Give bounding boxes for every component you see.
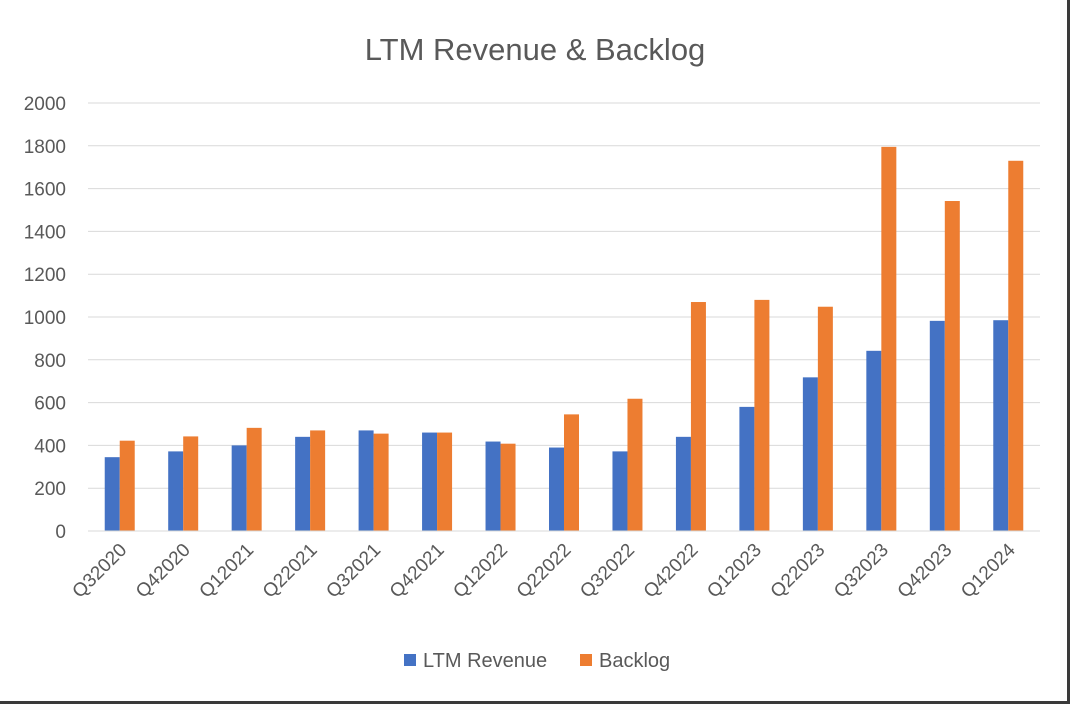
x-tick-label: Q12022 bbox=[449, 540, 512, 603]
legend-swatch-backlog bbox=[580, 654, 592, 666]
x-axis-ticks: Q32020 Q42020 Q12021 Q22021 Q32021 Q42021 Q120… bbox=[69, 539, 1020, 602]
ltm-revenue-bar bbox=[485, 441, 501, 531]
backlog-bar bbox=[373, 433, 389, 531]
ltm-revenue-bar bbox=[295, 436, 311, 531]
y-tick-label: 400 bbox=[34, 436, 66, 457]
ltm-revenue-bar bbox=[739, 406, 755, 531]
y-axis-ticks: 0 200 400 600 800 1000 1200 1400 1600 1800 2000 bbox=[24, 94, 66, 543]
ltm-revenue-bar bbox=[866, 350, 882, 531]
bars bbox=[104, 146, 1024, 531]
x-tick-label: Q12024 bbox=[957, 539, 1020, 602]
backlog-bar bbox=[183, 436, 199, 531]
x-tick-label: Q32022 bbox=[576, 540, 639, 603]
backlog-bar bbox=[500, 443, 516, 531]
backlog-bar bbox=[310, 430, 326, 531]
ltm-revenue-bar bbox=[802, 377, 818, 531]
ltm-revenue-bar bbox=[993, 320, 1009, 531]
backlog-bar bbox=[1008, 160, 1024, 531]
x-tick-label: Q32021 bbox=[322, 540, 385, 603]
ltm-revenue-bar bbox=[929, 320, 945, 531]
backlog-bar bbox=[754, 299, 770, 531]
backlog-bar bbox=[944, 201, 960, 531]
backlog-bar bbox=[881, 146, 897, 531]
x-tick-label: Q42020 bbox=[132, 540, 195, 603]
y-tick-label: 1400 bbox=[24, 222, 66, 243]
backlog-bar bbox=[817, 306, 833, 531]
legend-swatch-ltm-revenue bbox=[404, 654, 416, 666]
y-tick-label: 1800 bbox=[24, 137, 66, 158]
ltm-revenue-bar bbox=[422, 432, 438, 531]
x-tick-label: Q22021 bbox=[259, 540, 322, 603]
backlog-bar bbox=[690, 302, 706, 531]
legend-label-ltm-revenue: LTM Revenue bbox=[423, 650, 547, 672]
backlog-bar bbox=[119, 440, 135, 531]
x-tick-label: Q12021 bbox=[196, 540, 259, 603]
x-tick-label: Q42022 bbox=[640, 540, 703, 603]
y-tick-label: 600 bbox=[34, 394, 66, 415]
x-tick-label: Q32020 bbox=[69, 540, 132, 603]
y-tick-label: 1000 bbox=[24, 308, 66, 329]
ltm-revenue-bar bbox=[549, 447, 564, 531]
backlog-bar bbox=[564, 414, 579, 531]
x-tick-label: Q32023 bbox=[830, 540, 893, 603]
y-tick-label: 0 bbox=[55, 522, 66, 543]
ltm-revenue-bar bbox=[104, 457, 120, 531]
x-tick-label: Q22022 bbox=[513, 540, 576, 603]
x-tick-label: Q42021 bbox=[386, 540, 449, 603]
y-tick-label: 800 bbox=[34, 351, 66, 372]
x-tick-label: Q12023 bbox=[703, 540, 766, 603]
y-tick-label: 1200 bbox=[24, 265, 66, 286]
ltm-revenue-bar bbox=[612, 451, 628, 531]
ltm-revenue-bar bbox=[231, 445, 247, 531]
x-tick-label: Q22023 bbox=[767, 540, 830, 603]
legend: LTM Revenue Backlog bbox=[404, 650, 670, 672]
y-tick-label: 2000 bbox=[24, 94, 66, 115]
y-tick-label: 1600 bbox=[24, 180, 66, 201]
legend-label-backlog: Backlog bbox=[599, 650, 670, 672]
y-tick-label: 200 bbox=[34, 479, 66, 500]
ltm-revenue-bar bbox=[358, 430, 374, 531]
x-tick-label: Q42023 bbox=[894, 540, 957, 603]
backlog-bar bbox=[437, 432, 453, 531]
backlog-bar bbox=[627, 398, 643, 531]
backlog-bar bbox=[246, 427, 262, 531]
ltm-revenue-bar bbox=[675, 436, 691, 531]
ltm-revenue-bar bbox=[168, 451, 184, 531]
chart-title: LTM Revenue & Backlog bbox=[365, 32, 706, 67]
